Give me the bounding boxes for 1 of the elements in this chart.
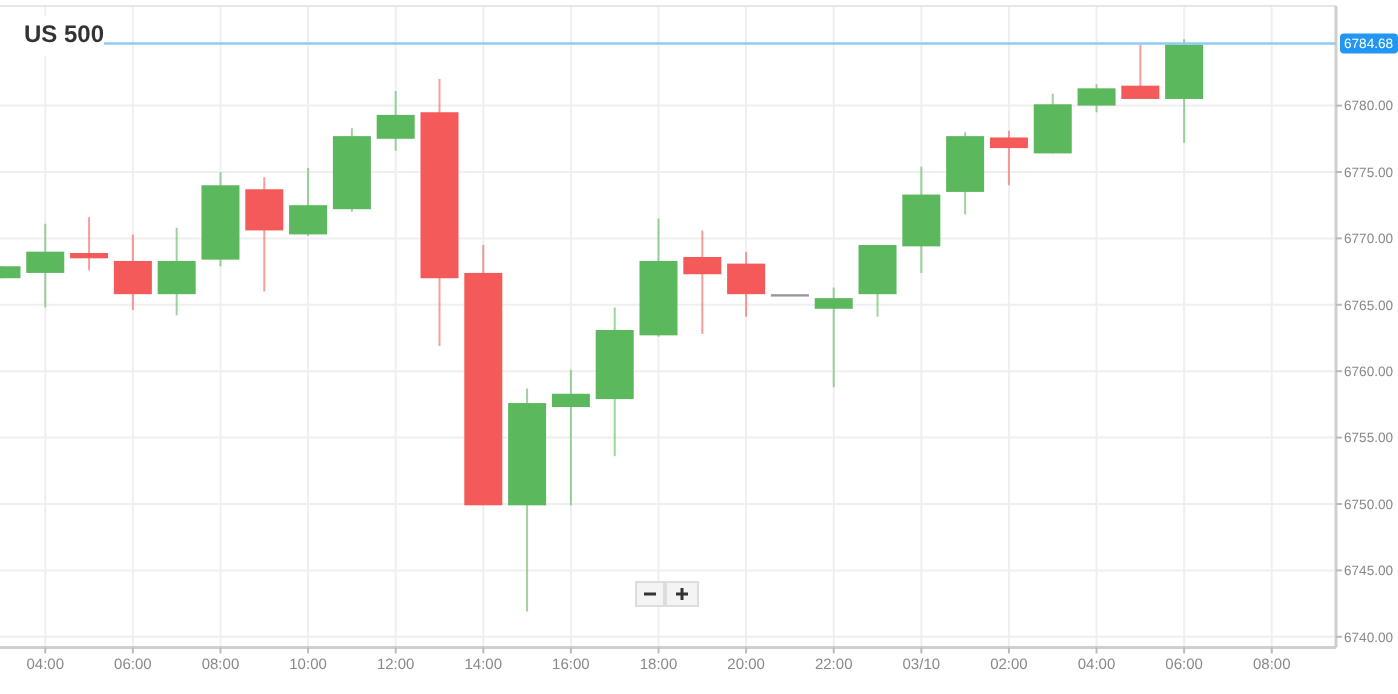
- text: US 500: [24, 20, 105, 48]
